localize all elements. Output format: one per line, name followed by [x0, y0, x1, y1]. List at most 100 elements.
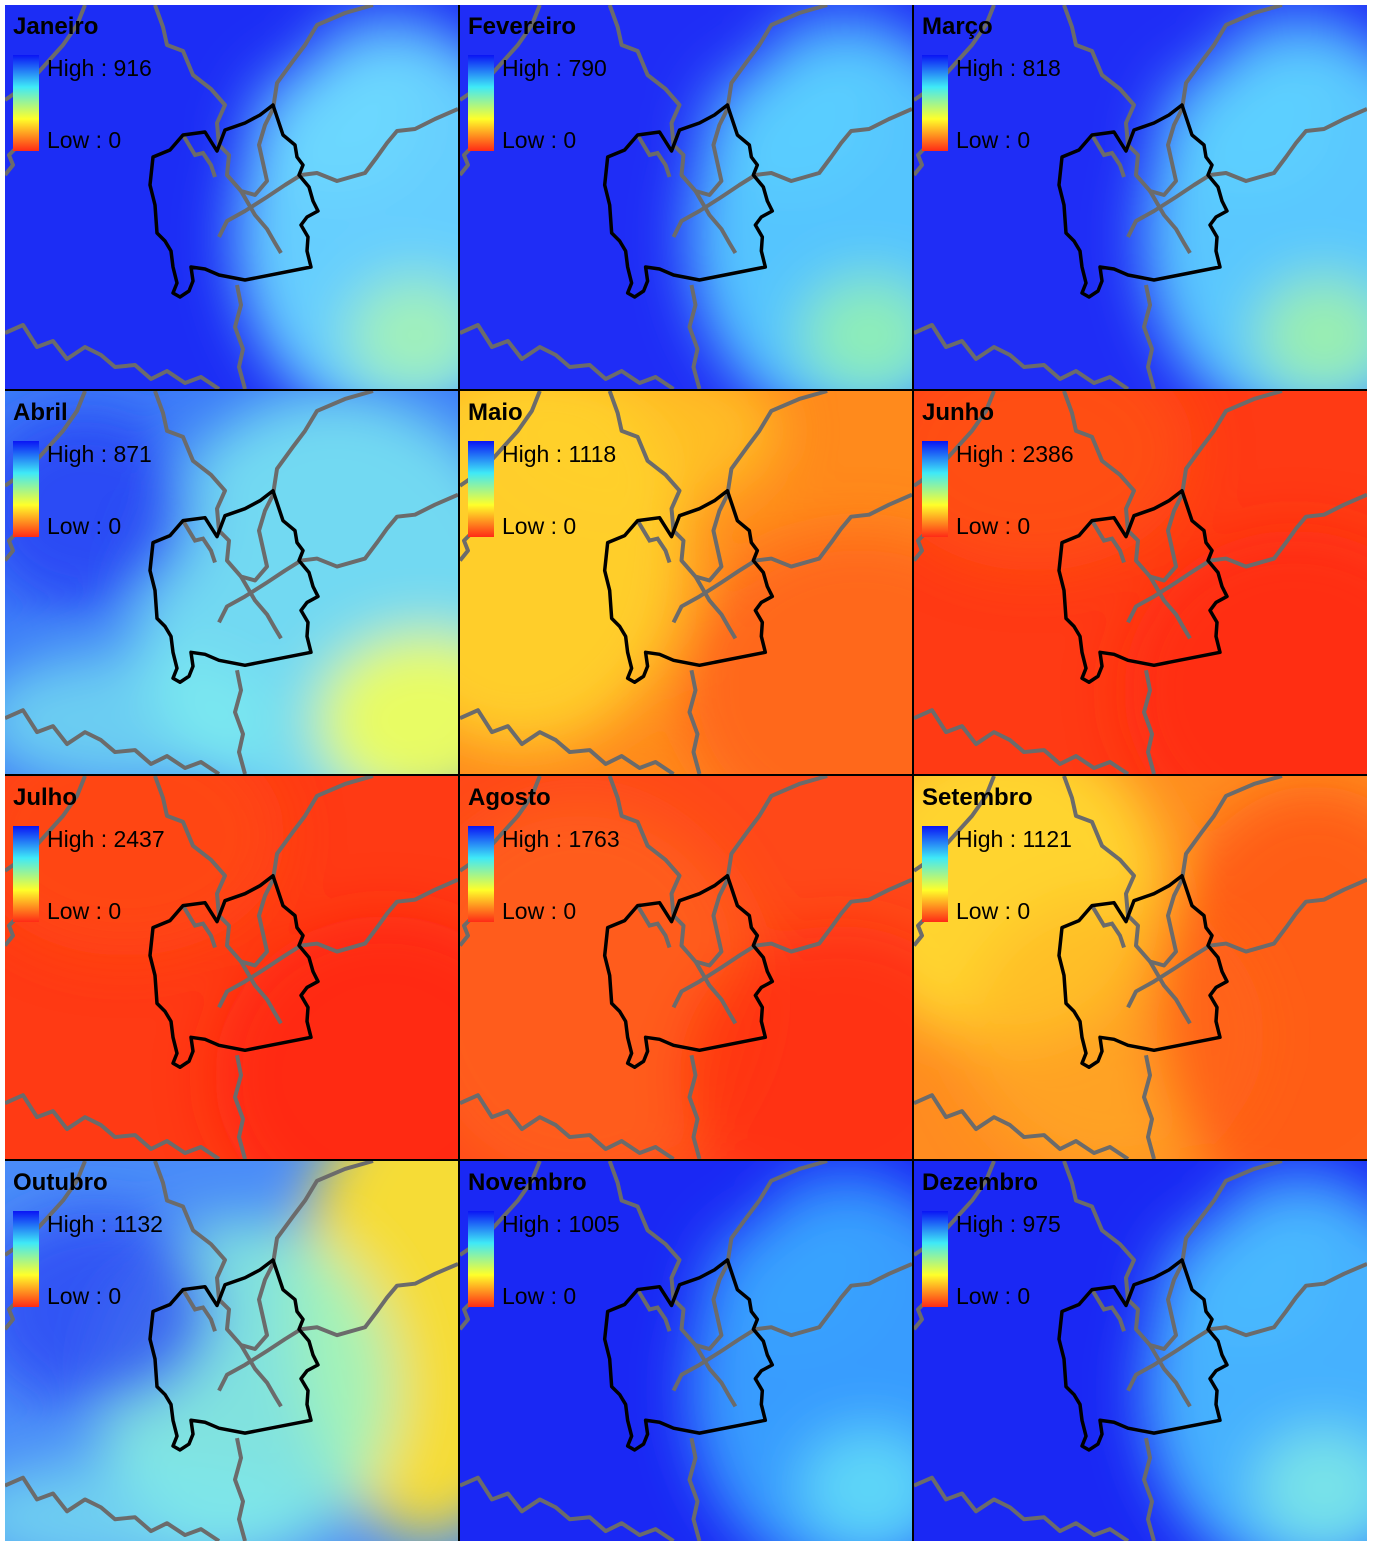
raster-patch: [1124, 530, 1367, 774]
boundary-line: [914, 323, 1130, 389]
raster-patch: [799, 275, 912, 389]
legend-color-ramp: [468, 826, 494, 922]
rainfall-map: [914, 5, 1367, 389]
boundary-line: [233, 1437, 247, 1541]
boundary-line: [217, 492, 458, 624]
month-title: Julho: [13, 784, 77, 811]
map-panel-4: Abril High : 871 Low : 0: [5, 391, 458, 774]
boundary-line: [1142, 1437, 1156, 1541]
map-grid: Janeiro High : 916 Low : 0 Fevereiro High : …: [5, 5, 1367, 1541]
map-panel-5: Maio High : 1118 Low : 0: [460, 391, 912, 774]
legend-color-ramp: [468, 1211, 494, 1307]
boundary-line: [914, 1475, 1130, 1541]
boundary-line: [671, 1262, 912, 1392]
legend-color-ramp: [13, 441, 39, 537]
map-panel-10: Outubro High : 1132 Low : 0: [5, 1161, 458, 1541]
inner-boundary-line: [635, 904, 672, 949]
raster-patch: [5, 650, 275, 774]
raster-surface: [914, 776, 1367, 1159]
legend-color-ramp: [468, 441, 494, 537]
rainfall-map: [460, 1161, 912, 1541]
inner-boundary-line: [1090, 1288, 1126, 1332]
inner-boundary-line: [181, 1288, 217, 1332]
map-panel-7: Julho High : 2437 Low : 0: [5, 776, 458, 1159]
study-area-outline: [148, 103, 320, 299]
legend-color-ramp: [922, 1211, 948, 1307]
legend-color-ramp: [468, 55, 494, 151]
boundary-line: [217, 107, 458, 238]
raster-patch: [1224, 1161, 1364, 1241]
month-title: Outubro: [13, 1169, 108, 1196]
legend-low-label: Low : 0: [956, 1283, 1031, 1309]
raster-surface: [5, 391, 458, 774]
legend-high-label: High : 1763: [502, 826, 620, 852]
month-title: Maio: [468, 399, 523, 426]
boundary-line: [671, 107, 912, 238]
raster-patch: [1254, 1428, 1367, 1541]
rainfall-map: [914, 391, 1367, 774]
month-title: Novembro: [468, 1169, 587, 1196]
legend-color-ramp: [922, 55, 948, 151]
raster-patch: [679, 925, 912, 1159]
raster-patch: [245, 55, 425, 195]
boundary-line: [233, 1054, 247, 1159]
study-area-outline: [148, 873, 320, 1069]
boundary-line: [1142, 284, 1156, 389]
boundary-line: [607, 391, 828, 583]
map-panel-9: Setembro High : 1121 Low : 0: [914, 776, 1367, 1159]
boundary-line: [671, 877, 912, 1009]
legend-high-label: High : 1118: [502, 441, 617, 467]
boundary-line: [1142, 1054, 1156, 1159]
study-area-outline: [602, 103, 775, 299]
inner-boundary-line: [635, 1288, 672, 1332]
raster-patch: [5, 1210, 215, 1409]
study-area-outline: [602, 488, 775, 684]
legend-high-label: High : 975: [956, 1211, 1061, 1237]
boundary-line: [1126, 877, 1367, 1009]
boundary-line: [460, 1475, 675, 1541]
boundary-line: [5, 1475, 221, 1541]
legend-color-ramp: [13, 826, 39, 922]
boundary-line: [607, 776, 828, 968]
rainfall-map: [5, 776, 458, 1159]
month-title: Agosto: [468, 784, 551, 811]
boundary-line: [460, 708, 675, 774]
legend-low-label: Low : 0: [956, 513, 1031, 539]
boundary-line: [460, 323, 675, 389]
raster-patch: [1224, 5, 1364, 85]
boundary-line: [687, 1437, 702, 1541]
legend-low-label: Low : 0: [502, 1283, 577, 1309]
raster-patch: [1154, 786, 1367, 1159]
rainfall-map: [914, 1161, 1367, 1541]
inner-boundary-line: [635, 133, 672, 178]
inner-boundary-line: [181, 133, 217, 178]
boundary-line: [914, 1093, 1130, 1159]
raster-patch: [1154, 55, 1334, 195]
map-panel-12: Dezembro High : 975 Low : 0: [914, 1161, 1367, 1541]
inner-boundary-line: [181, 519, 217, 564]
study-area-outline: [148, 1258, 320, 1452]
map-panel-11: Novembro High : 1005 Low : 0: [460, 1161, 912, 1541]
rainfall-map: [5, 1161, 458, 1541]
boundary-line: [233, 284, 247, 389]
boundary-line: [607, 5, 828, 197]
map-panel-8: Agosto High : 1763 Low : 0: [460, 776, 912, 1159]
boundary-line: [1126, 492, 1367, 624]
raster-surface: [689, 5, 912, 389]
raster-patch: [315, 630, 458, 774]
raster-patch: [215, 915, 458, 1159]
raster-patch: [769, 1161, 910, 1241]
raster-surface: [1144, 5, 1367, 389]
boundary-line: [1126, 1262, 1367, 1392]
raster-patch: [914, 391, 1194, 571]
study-area-outline: [1057, 103, 1229, 299]
legend-high-label: High : 1121: [956, 826, 1072, 852]
legend-low-label: Low : 0: [956, 898, 1031, 924]
month-title: Fevereiro: [468, 13, 577, 40]
boundary-line: [217, 1262, 458, 1392]
boundary-line: [1126, 107, 1367, 238]
study-area-outline: [1057, 873, 1229, 1069]
month-title: Março: [922, 13, 993, 40]
legend-low-label: Low : 0: [502, 898, 577, 924]
legend-high-label: High : 871: [47, 441, 152, 467]
